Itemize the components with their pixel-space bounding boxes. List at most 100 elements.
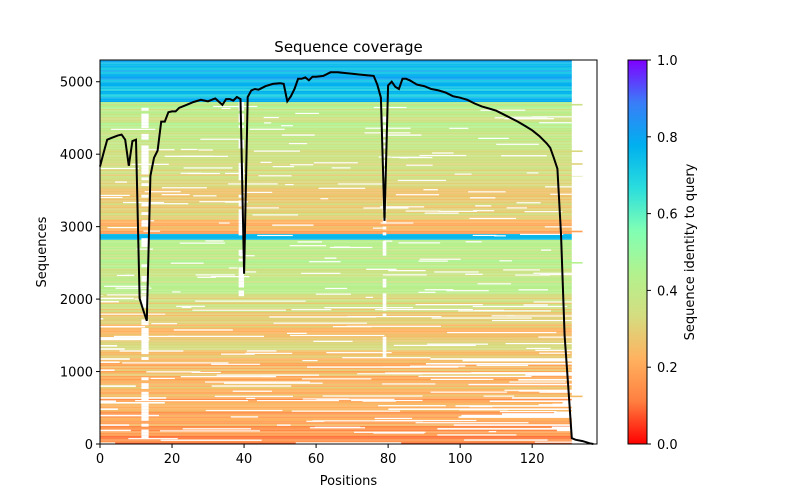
coverage-gap bbox=[322, 395, 423, 397]
coverage-gap bbox=[168, 335, 265, 337]
colorbar bbox=[627, 59, 648, 445]
coverage-gap bbox=[419, 154, 467, 157]
coverage-gap bbox=[472, 234, 497, 237]
coverage-gap bbox=[104, 285, 150, 287]
identity-stripe bbox=[100, 119, 572, 122]
identity-stripe bbox=[100, 276, 572, 278]
y-tick-label: 0 bbox=[85, 438, 93, 453]
identity-stripe bbox=[100, 421, 572, 423]
coverage-gap bbox=[382, 246, 387, 250]
coverage-gap bbox=[289, 245, 327, 247]
y-axis-label: Sequences bbox=[35, 216, 50, 287]
identity-stripe bbox=[100, 174, 572, 176]
identity-stripe bbox=[100, 155, 572, 157]
identity-stripe bbox=[100, 434, 572, 437]
coverage-gap bbox=[141, 345, 149, 349]
coverage-gap bbox=[383, 134, 422, 136]
coverage-gap bbox=[141, 168, 149, 172]
identity-stripe bbox=[100, 169, 572, 172]
identity-stripe bbox=[129, 424, 454, 426]
identity-stripe bbox=[100, 81, 572, 83]
x-tick-label: 0 bbox=[96, 452, 104, 467]
coverage-gap bbox=[141, 220, 149, 224]
identity-stripe bbox=[100, 437, 572, 440]
coverage-gap bbox=[382, 168, 387, 172]
coverage-gap bbox=[113, 335, 175, 338]
coverage-gap bbox=[141, 386, 149, 389]
identity-stripe bbox=[100, 73, 572, 75]
identity-stripe bbox=[100, 239, 572, 242]
coverage-gap bbox=[252, 214, 299, 216]
coverage-gap bbox=[141, 409, 149, 413]
coverage-gap bbox=[468, 191, 506, 193]
coverage-gap bbox=[382, 345, 387, 349]
coverage-gap bbox=[141, 394, 149, 398]
coverage-gap bbox=[395, 194, 440, 196]
identity-stripe bbox=[100, 242, 572, 245]
identity-stripe bbox=[100, 225, 572, 228]
identity-stripe bbox=[100, 127, 572, 130]
identity-stripe bbox=[100, 90, 572, 93]
identity-stripe bbox=[100, 156, 572, 159]
coverage-gap bbox=[141, 290, 149, 294]
coverage-gap bbox=[238, 209, 245, 213]
coverage-gap bbox=[459, 409, 509, 411]
coverage-gap bbox=[224, 172, 248, 175]
coverage-gap bbox=[141, 391, 149, 395]
identity-stripe bbox=[100, 92, 572, 95]
coverage-gap bbox=[382, 226, 387, 230]
identity-stripe bbox=[100, 393, 572, 395]
colorbar-tick-label: 0.8 bbox=[657, 131, 678, 146]
identity-stripe bbox=[100, 97, 572, 99]
coverage-gap bbox=[218, 222, 230, 224]
coverage-gap bbox=[382, 162, 387, 166]
identity-stripe bbox=[100, 190, 572, 193]
coverage-gap bbox=[398, 242, 441, 244]
coverage-gap bbox=[415, 304, 483, 306]
coverage-gap bbox=[141, 223, 149, 227]
identity-stripe bbox=[100, 277, 572, 280]
identity-stripe bbox=[100, 364, 572, 367]
identity-stripe bbox=[100, 296, 572, 298]
coverage-gap bbox=[418, 291, 436, 293]
identity-stripe bbox=[100, 324, 572, 326]
identity-stripe bbox=[100, 321, 572, 323]
coverage-gap bbox=[464, 439, 548, 441]
coverage-gap bbox=[382, 342, 387, 346]
coverage-gap bbox=[474, 309, 505, 311]
identity-stripe bbox=[100, 153, 572, 156]
coverage-gap bbox=[382, 354, 387, 358]
colorbar-tick-label: 1.0 bbox=[657, 54, 678, 69]
identity-stripe bbox=[100, 308, 572, 311]
coverage-gap bbox=[238, 229, 245, 233]
coverage-gap bbox=[534, 441, 628, 443]
coverage-gap bbox=[533, 301, 630, 303]
coverage-gap bbox=[141, 348, 149, 352]
identity-stripe bbox=[129, 358, 431, 360]
coverage-gap bbox=[295, 112, 320, 115]
coverage-gap bbox=[249, 128, 285, 130]
identity-stripe bbox=[100, 105, 572, 108]
coverage-gap bbox=[245, 352, 293, 354]
coverage-gap bbox=[449, 127, 469, 129]
identity-stripe bbox=[100, 102, 572, 104]
identity-stripe bbox=[133, 297, 572, 300]
identity-stripe bbox=[142, 337, 572, 339]
identity-stripe bbox=[165, 313, 572, 315]
identity-stripe bbox=[100, 124, 572, 127]
identity-stripe bbox=[100, 148, 572, 151]
identity-stripe bbox=[100, 234, 572, 237]
coverage-gap bbox=[131, 163, 169, 165]
coverage-gap bbox=[431, 317, 532, 319]
coverage-gap bbox=[465, 273, 483, 275]
identity-stripe bbox=[100, 175, 583, 177]
identity-stripe bbox=[100, 123, 572, 125]
coverage-gap bbox=[539, 274, 576, 276]
coverage-gap bbox=[238, 194, 245, 198]
x-tick-label: 60 bbox=[308, 452, 325, 467]
coverage-gap bbox=[238, 270, 245, 274]
coverage-gap bbox=[382, 274, 427, 276]
identity-stripe bbox=[100, 198, 572, 201]
identity-stripe bbox=[100, 372, 413, 375]
coverage-gap bbox=[374, 417, 413, 419]
